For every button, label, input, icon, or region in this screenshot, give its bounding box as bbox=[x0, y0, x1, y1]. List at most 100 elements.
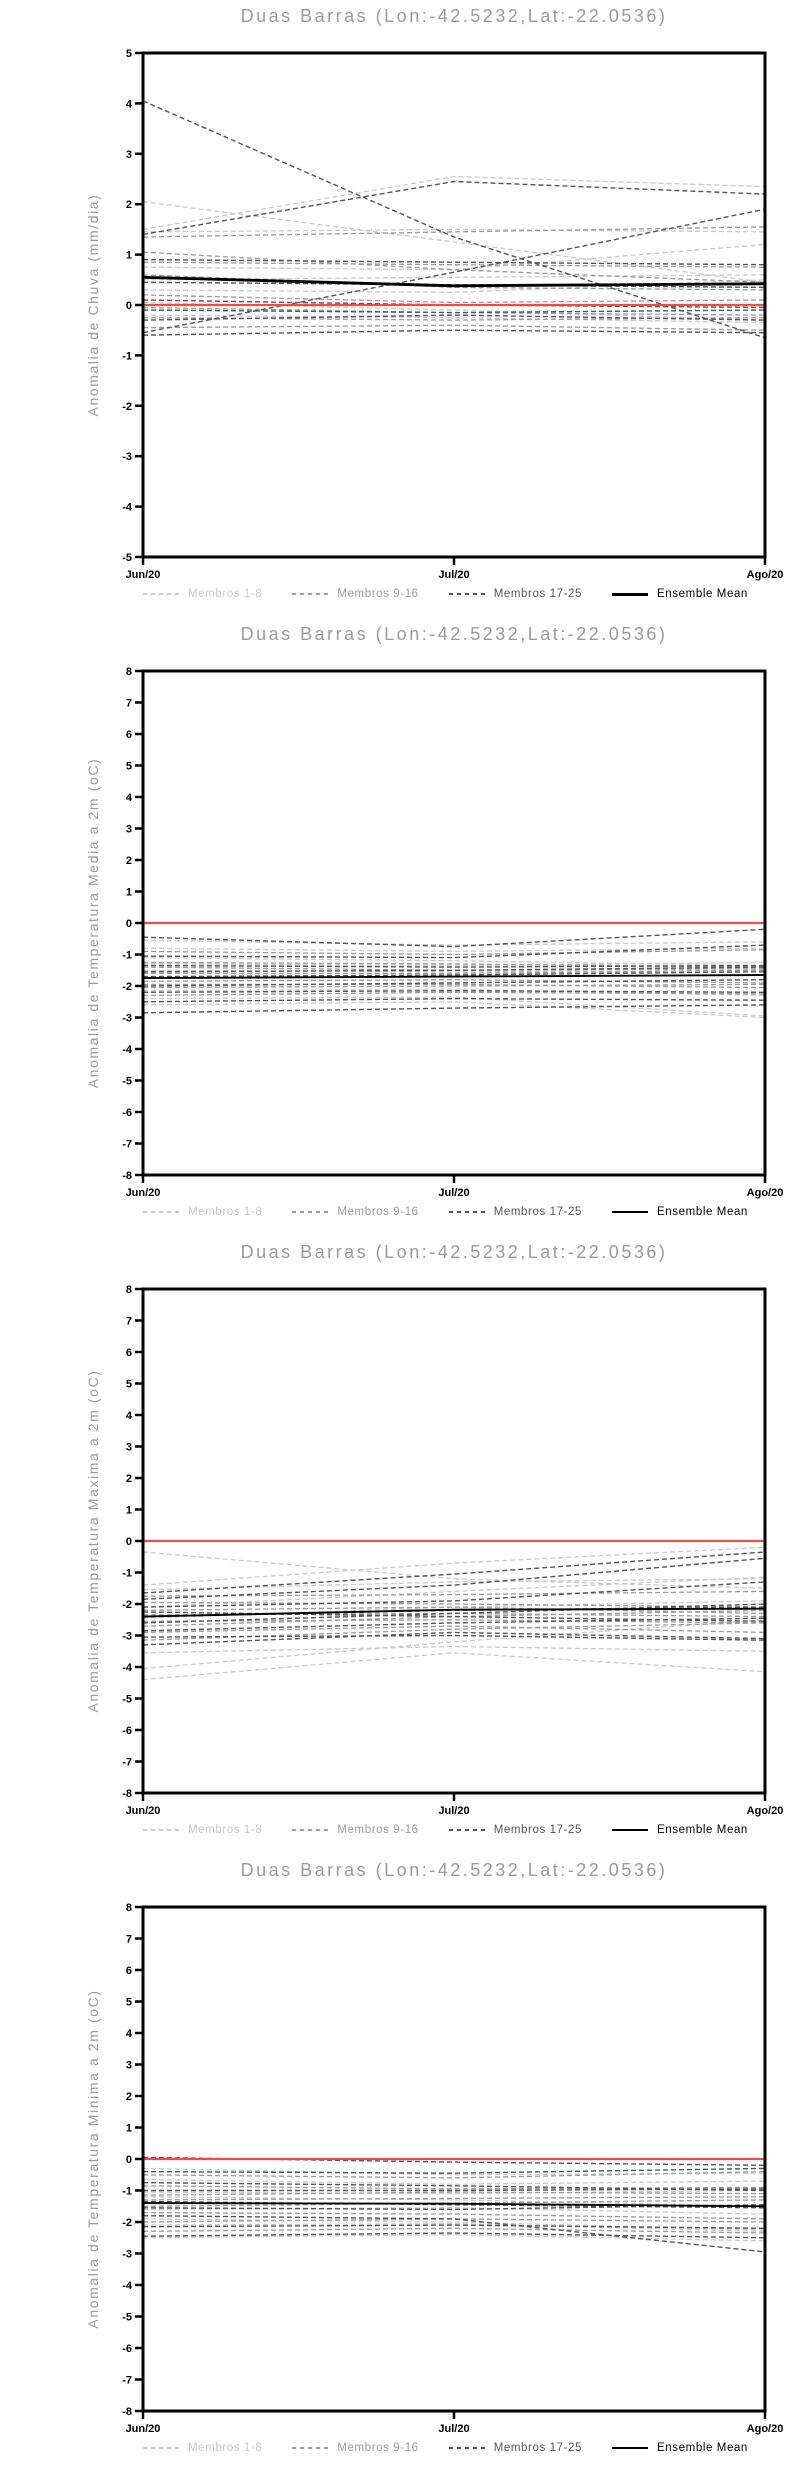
legend: Membros 1-8 Membros 9-16 Membros 17-25 E… bbox=[143, 588, 780, 600]
chart-title: Duas Barras (Lon:-42.5232,Lat:-22.0536) bbox=[240, 6, 668, 26]
svg-text:-3: -3 bbox=[122, 1013, 132, 1025]
svg-text:Jun/20: Jun/20 bbox=[126, 1187, 161, 1199]
svg-text:2: 2 bbox=[126, 1473, 132, 1485]
svg-text:-8: -8 bbox=[122, 2406, 132, 2418]
svg-text:-1: -1 bbox=[122, 950, 132, 962]
svg-text:-2: -2 bbox=[122, 401, 132, 413]
chart-panel-precipitation: Duas Barras (Lon:-42.5232,Lat:-22.0536) … bbox=[0, 0, 800, 618]
svg-text:-5: -5 bbox=[122, 1694, 132, 1706]
solid-line-sample-icon bbox=[612, 2447, 649, 2449]
legend-item-members-17-25: Membros 17-25 bbox=[448, 588, 582, 600]
svg-text:2: 2 bbox=[126, 2091, 132, 2103]
svg-text:0: 0 bbox=[126, 2154, 132, 2166]
dashed-line-sample-icon bbox=[143, 1211, 179, 1213]
plot-area-min-temperature: -8 -7 -6 -5 -4 -3 -2 -1 0 1 2 3 4 5 6 7 8 Jun/20 Jul/20 Ago… bbox=[122, 1902, 783, 2435]
legend-item-members-9-16: Membros 9-16 bbox=[292, 2442, 418, 2454]
chart-title: Duas Barras (Lon:-42.5232,Lat:-22.0536) bbox=[240, 1242, 668, 1262]
svg-text:-6: -6 bbox=[122, 2343, 132, 2355]
svg-text:7: 7 bbox=[126, 1934, 132, 1946]
svg-text:5: 5 bbox=[126, 48, 132, 60]
chart-panel-mean-temperature: Duas Barras (Lon:-42.5232,Lat:-22.0536) … bbox=[0, 618, 800, 1236]
legend-label: Membros 17-25 bbox=[493, 1206, 583, 1218]
svg-text:6: 6 bbox=[126, 729, 132, 741]
svg-text:1: 1 bbox=[126, 2123, 132, 2135]
svg-text:8: 8 bbox=[126, 1284, 132, 1296]
svg-text:Ago/20: Ago/20 bbox=[747, 569, 784, 581]
chart-title: Duas Barras (Lon:-42.5232,Lat:-22.0536) bbox=[240, 1860, 668, 1880]
legend-item-ensemble-mean: Ensemble Mean bbox=[612, 2442, 748, 2454]
legend-label: Membros 1-8 bbox=[188, 588, 263, 600]
plot-area-max-temperature: -8 -7 -6 -5 -4 -3 -2 -1 0 1 2 3 4 5 6 7 8 Jun/20 Jul/20 Ago… bbox=[122, 1284, 784, 1817]
svg-text:Jul/20: Jul/20 bbox=[438, 1187, 469, 1199]
legend-label: Membros 9-16 bbox=[337, 588, 419, 600]
svg-text:6: 6 bbox=[126, 1965, 132, 1977]
svg-text:4: 4 bbox=[126, 2028, 133, 2040]
svg-text:-3: -3 bbox=[122, 451, 132, 463]
svg-text:1: 1 bbox=[126, 887, 132, 899]
svg-text:2: 2 bbox=[126, 199, 132, 211]
svg-text:Jul/20: Jul/20 bbox=[438, 1805, 469, 1817]
solid-line-sample-icon bbox=[612, 1829, 649, 1831]
chart-title: Duas Barras (Lon:-42.5232,Lat:-22.0536) bbox=[240, 624, 668, 644]
legend-label: Ensemble Mean bbox=[657, 2442, 748, 2454]
svg-text:-2: -2 bbox=[122, 981, 132, 993]
dashed-line-sample-icon bbox=[143, 2447, 179, 2449]
legend: Membros 1-8 Membros 9-16 Membros 17-25 E… bbox=[143, 1206, 780, 1218]
legend-item-members-1-8: Membros 1-8 bbox=[143, 2442, 262, 2454]
solid-line-sample-icon bbox=[612, 1211, 649, 1213]
dashed-line-sample-icon bbox=[292, 1829, 329, 1831]
dashed-line-sample-icon bbox=[292, 1211, 329, 1213]
legend-label: Membros 1-8 bbox=[188, 1824, 263, 1836]
svg-text:-3: -3 bbox=[122, 1631, 132, 1643]
legend-item-members-9-16: Membros 9-16 bbox=[292, 588, 418, 600]
legend-label: Membros 17-25 bbox=[493, 2442, 583, 2454]
svg-text:1: 1 bbox=[126, 250, 132, 262]
svg-text:Ago/20: Ago/20 bbox=[747, 1805, 784, 1817]
svg-text:7: 7 bbox=[126, 698, 132, 710]
svg-text:Jul/20: Jul/20 bbox=[438, 569, 469, 581]
svg-text:8: 8 bbox=[126, 666, 132, 678]
legend-label: Ensemble Mean bbox=[657, 588, 748, 600]
dashed-line-sample-icon bbox=[448, 1211, 485, 1213]
svg-text:-1: -1 bbox=[122, 1568, 132, 1580]
svg-text:-4: -4 bbox=[122, 502, 133, 514]
legend-label: Membros 17-25 bbox=[493, 1824, 583, 1836]
legend-item-ensemble-mean: Ensemble Mean bbox=[612, 1824, 748, 1836]
svg-text:Jun/20: Jun/20 bbox=[126, 1805, 161, 1817]
svg-text:6: 6 bbox=[126, 1347, 132, 1359]
svg-text:3: 3 bbox=[126, 2060, 132, 2072]
svg-text:Ago/20: Ago/20 bbox=[747, 1187, 784, 1199]
legend: Membros 1-8 Membros 9-16 Membros 17-25 E… bbox=[143, 1824, 780, 1836]
svg-text:Jun/20: Jun/20 bbox=[126, 2423, 161, 2435]
svg-text:-1: -1 bbox=[122, 350, 132, 362]
dashed-line-sample-icon bbox=[292, 2447, 329, 2449]
legend-label: Ensemble Mean bbox=[657, 1824, 748, 1836]
legend-item-members-9-16: Membros 9-16 bbox=[292, 1206, 418, 1218]
svg-text:4: 4 bbox=[126, 1410, 133, 1422]
legend-label: Membros 9-16 bbox=[337, 1206, 419, 1218]
dashed-line-sample-icon bbox=[143, 593, 179, 595]
svg-text:0: 0 bbox=[126, 1536, 132, 1548]
legend-label: Membros 1-8 bbox=[188, 1206, 263, 1218]
svg-text:-2: -2 bbox=[122, 2217, 132, 2229]
plot-area-mean-temperature: -8 -7 -6 -5 -4 -3 -2 -1 0 1 2 3 4 5 6 7 8 Jun/20 Jul/20 Ago… bbox=[122, 666, 784, 1199]
legend-label: Membros 1-8 bbox=[188, 2442, 263, 2454]
legend-label: Membros 9-16 bbox=[337, 1824, 419, 1836]
svg-text:0: 0 bbox=[126, 300, 132, 312]
svg-text:2: 2 bbox=[126, 855, 132, 867]
svg-text:-5: -5 bbox=[122, 2312, 132, 2324]
svg-text:-5: -5 bbox=[122, 552, 132, 564]
dashed-line-sample-icon bbox=[448, 593, 485, 595]
svg-text:5: 5 bbox=[126, 1379, 132, 1391]
legend-item-members-17-25: Membros 17-25 bbox=[448, 1824, 583, 1836]
dashed-line-sample-icon bbox=[292, 593, 329, 595]
legend-item-members-17-25: Membros 17-25 bbox=[448, 2442, 583, 2454]
svg-text:3: 3 bbox=[126, 149, 132, 161]
dashed-line-sample-icon bbox=[448, 1829, 485, 1831]
svg-text:-6: -6 bbox=[122, 1725, 132, 1737]
legend-label: Membros 9-16 bbox=[337, 2442, 419, 2454]
svg-text:8: 8 bbox=[126, 1902, 132, 1914]
svg-text:Jun/20: Jun/20 bbox=[126, 569, 161, 581]
svg-text:5: 5 bbox=[126, 1997, 132, 2009]
svg-text:1: 1 bbox=[126, 1505, 132, 1517]
